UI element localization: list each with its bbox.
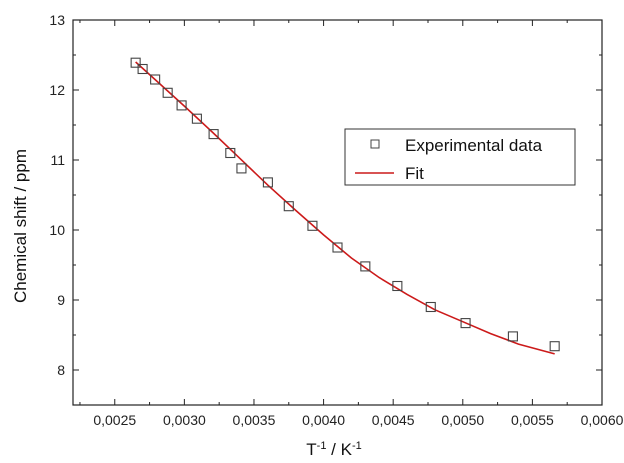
y-tick-label: 8 <box>57 362 65 378</box>
data-point <box>150 74 161 85</box>
x-axis-title-sup2: -1 <box>352 440 362 452</box>
axes <box>72 19 603 406</box>
data-point <box>162 87 173 98</box>
legend-box <box>344 128 576 186</box>
data-point <box>360 261 371 272</box>
legend-label-fit: Fit <box>405 164 424 183</box>
ticks: 0,0025 0,0030 0,0035 0,0040 0,0045 0,0050 0,00… <box>49 12 623 428</box>
legend-marker-square <box>370 139 380 149</box>
data-point <box>425 301 436 313</box>
x-tick-label: 0,0040 <box>302 412 345 428</box>
x-axis-title-sup1: -1 <box>317 440 327 452</box>
legend: Experimental data Fit <box>344 128 576 186</box>
data-point <box>130 57 141 68</box>
y-tick-label: 13 <box>49 12 65 28</box>
data-point <box>507 331 518 342</box>
x-tick-label: 0,0025 <box>93 412 136 428</box>
x-axis-title-base: T <box>306 440 316 459</box>
y-tick-label: 11 <box>50 152 65 168</box>
data-point <box>225 147 236 159</box>
data-point <box>460 318 471 329</box>
data-point <box>137 63 148 75</box>
data-point <box>208 129 219 140</box>
legend-label-experimental: Experimental data <box>405 136 543 155</box>
data-point <box>236 163 247 174</box>
y-tick-label: 12 <box>49 82 65 98</box>
plot-area <box>130 57 560 355</box>
y-tick-label: 10 <box>49 222 65 238</box>
data-point <box>191 113 202 124</box>
x-tick-label: 0,0055 <box>511 412 554 428</box>
y-tick-label: 9 <box>57 292 65 308</box>
x-tick-label: 0,0060 <box>581 412 624 428</box>
x-tick-label: 0,0035 <box>233 412 276 428</box>
data-point <box>332 242 343 253</box>
x-tick-label: 0,0050 <box>441 412 484 428</box>
data-point <box>283 201 294 212</box>
x-axis-title: T-1 / K-1 <box>306 440 361 459</box>
x-axis-title-mid: / K <box>326 440 352 459</box>
x-tick-label: 0,0045 <box>372 412 415 428</box>
data-point <box>307 220 318 231</box>
fit-line <box>135 61 555 355</box>
data-point <box>392 280 403 292</box>
y-axis-title: Chemical shift / ppm <box>11 149 30 303</box>
x-tick-label: 0,0030 <box>163 412 206 428</box>
data-point <box>549 341 560 352</box>
plot-frame <box>72 19 603 406</box>
data-point <box>176 100 187 111</box>
data-point <box>262 177 273 188</box>
